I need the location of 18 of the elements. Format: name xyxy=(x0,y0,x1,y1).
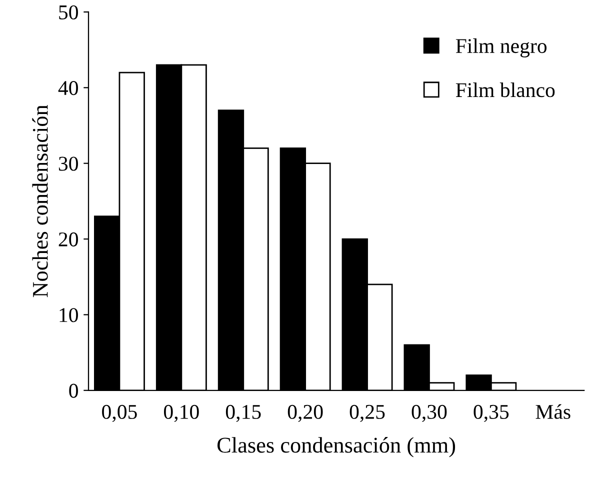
x-tick-label: 0,20 xyxy=(288,404,323,422)
y-tick-label: 30 xyxy=(58,156,78,171)
y-tick-label: 10 xyxy=(60,308,78,322)
legend-label: Film blanco xyxy=(456,82,555,98)
x-axis-title: Clases condensación (mm) xyxy=(217,437,456,458)
x-tick-label: 0,10 xyxy=(164,404,199,422)
y-tick-label: 40 xyxy=(58,81,78,96)
y-tick-label: 50 xyxy=(59,5,78,20)
x-tick-label: 0,25 xyxy=(350,404,385,422)
x-tick-label: 0,30 xyxy=(412,404,447,422)
y-axis-title: Noches condensación xyxy=(32,104,48,298)
x-tick-label: 0,05 xyxy=(102,404,137,422)
x-tick-label: 0,35 xyxy=(474,404,509,422)
y-tick-label: 20 xyxy=(58,232,78,246)
x-tick-label: Más xyxy=(536,404,570,419)
x-tick-label: 0,15 xyxy=(226,404,261,422)
y-tick-label: 0 xyxy=(69,384,78,398)
legend-label: Film negro xyxy=(456,38,547,58)
